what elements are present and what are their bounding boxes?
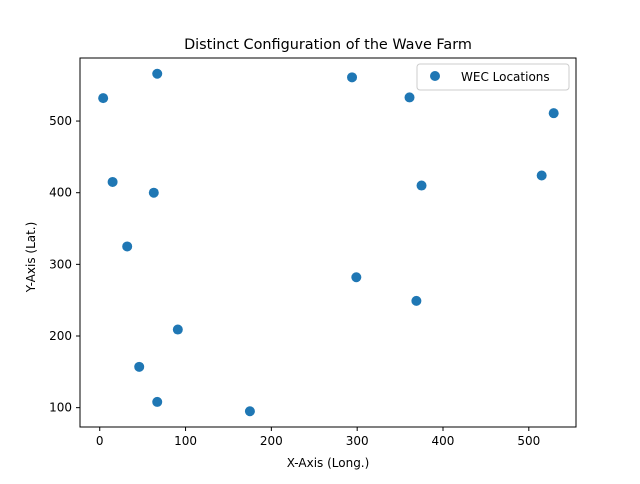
y-tick-label: 300 [49, 257, 72, 271]
data-point [148, 187, 159, 198]
axis-ticks: 0 100 200 300 400 500 100 200 300 400 500 [49, 114, 540, 448]
x-axis-label: X-Axis (Long.) [287, 456, 370, 470]
data-point [122, 241, 133, 252]
data-point [172, 324, 183, 335]
legend: WEC Locations [416, 63, 570, 91]
data-point [98, 93, 109, 104]
axes-frame [79, 57, 577, 428]
x-tick-label: 200 [260, 434, 283, 448]
data-point [134, 361, 145, 372]
y-tick-label: 400 [49, 186, 72, 200]
x-tick-label: 0 [96, 434, 104, 448]
y-tick-label: 500 [49, 114, 72, 128]
data-point [536, 170, 547, 181]
y-tick-label: 200 [49, 329, 72, 343]
legend-label: WEC Locations [461, 70, 550, 84]
data-point [347, 72, 358, 83]
x-tick-label: 100 [174, 434, 197, 448]
data-point [244, 406, 255, 417]
legend-marker [430, 71, 440, 81]
data-point [152, 396, 163, 407]
data-point [404, 92, 415, 103]
data-point [416, 180, 427, 191]
data-point [152, 68, 163, 79]
x-tick-label: 500 [517, 434, 540, 448]
x-tick-label: 300 [346, 434, 369, 448]
legend-box [416, 63, 570, 91]
data-point [107, 176, 118, 187]
data-point [548, 108, 559, 119]
y-axis-label: Y-Axis (Lat.) [24, 222, 38, 294]
x-tick-label: 400 [432, 434, 455, 448]
y-tick-label: 100 [49, 401, 72, 415]
data-point [411, 295, 422, 306]
data-point [351, 272, 362, 283]
data-points [98, 68, 559, 417]
chart-title: Distinct Configuration of the Wave Farm [184, 37, 472, 53]
